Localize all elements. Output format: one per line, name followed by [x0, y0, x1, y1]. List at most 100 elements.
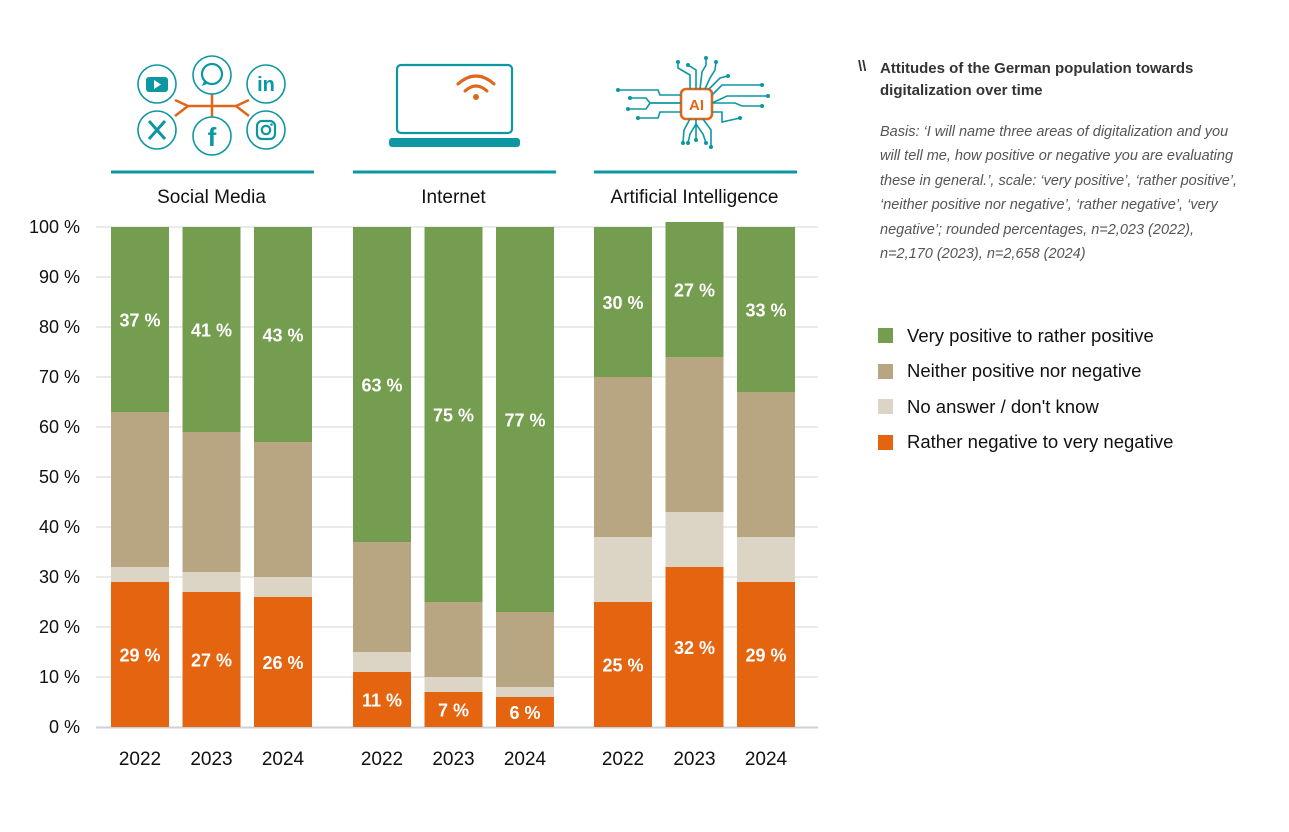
x-tick-label: 2022: [602, 749, 644, 770]
laptop-wifi-icon: [389, 63, 520, 147]
group-label: Artificial Intelligence: [611, 187, 779, 208]
x-tick-label: 2024: [504, 749, 547, 770]
data-label: 75 %: [433, 406, 474, 426]
x-tick-label: 2023: [432, 749, 474, 770]
legend-label: Very positive to rather positive: [907, 324, 1154, 346]
bar-segment-negative: [594, 602, 652, 727]
bar-segment-no-answer: [424, 677, 483, 692]
bar-segment-negative: [254, 597, 312, 727]
bar-segment-positive: [111, 227, 169, 412]
bar-segment-no-answer: [594, 537, 652, 602]
y-tick-label: 0 %: [49, 717, 80, 737]
y-tick-label: 60 %: [39, 417, 80, 437]
y-tick-label: 90 %: [39, 267, 80, 287]
bar-segment-negative: [424, 692, 483, 727]
legend-swatch: [878, 434, 893, 450]
x-tick-label: 2022: [119, 749, 161, 770]
legend-item-negative: Rather negative to very negative: [878, 425, 1173, 461]
y-tick-label: 20 %: [39, 617, 80, 637]
title-marker: \\: [858, 58, 867, 75]
legend-label: Neither positive nor negative: [907, 360, 1142, 382]
y-tick-label: 80 %: [39, 317, 80, 337]
bar-segment-neutral: [496, 612, 554, 687]
y-tick-label: 50 %: [39, 467, 80, 487]
svg-text:AI: AI: [689, 97, 704, 114]
legend-label: No answer / don't know: [907, 395, 1099, 417]
data-label: 77 %: [504, 411, 545, 431]
legend-item-no-answer: No answer / don't know: [878, 389, 1173, 425]
legend: Very positive to rather positive Neither …: [878, 318, 1173, 460]
bar-segment-neutral: [665, 357, 724, 512]
x-tick-label: 2023: [673, 749, 715, 770]
chart-description: \\ Attitudes of the German population to…: [858, 58, 1258, 266]
svg-text:f: f: [208, 122, 217, 152]
group-label: Internet: [421, 187, 486, 208]
legend-item-positive: Very positive to rather positive: [878, 318, 1173, 354]
y-tick-label: 30 %: [39, 567, 80, 587]
bar-segment-negative: [496, 697, 554, 727]
data-label: 25 %: [602, 656, 643, 676]
bar-segment-positive: [254, 227, 312, 442]
bar-segment-no-answer: [665, 512, 724, 567]
data-label: 6 %: [509, 703, 540, 723]
svg-text:in: in: [257, 74, 275, 96]
legend-swatch: [878, 328, 893, 344]
bar-segment-positive: [182, 227, 241, 432]
bar-segment-neutral: [353, 542, 411, 652]
bar-segment-negative: [182, 592, 241, 727]
bar-segment-neutral: [424, 602, 483, 677]
x-tick-label: 2023: [190, 749, 232, 770]
legend-swatch: [878, 399, 893, 415]
bar-segment-positive: [496, 227, 554, 612]
bar-segment-neutral: [111, 412, 169, 567]
data-label: 33 %: [745, 301, 786, 321]
data-label: 37 %: [119, 311, 160, 331]
bar-segment-negative: [353, 672, 411, 727]
data-label: 29 %: [745, 646, 786, 666]
bar-segment-no-answer: [111, 567, 169, 582]
data-label: 27 %: [674, 281, 715, 301]
stacked-bar-chart: 0 % 10 % 20 % 30 % 40 % 50 % 60 % 70 % 80 % 90 % 1…: [29, 55, 818, 770]
data-label: 30 %: [602, 293, 643, 313]
bar-segment-no-answer: [496, 687, 554, 697]
bar-segment-negative: [111, 582, 169, 727]
bar-segment-neutral: [254, 442, 312, 577]
ai-chip-icon: AI: [616, 56, 770, 149]
y-tick-label: 40 %: [39, 517, 80, 537]
bar-segment-no-answer: [353, 652, 411, 672]
y-tick-label: 100 %: [29, 217, 80, 237]
data-label: 7 %: [438, 701, 469, 721]
bar-segment-positive: [424, 227, 483, 602]
legend-swatch: [878, 363, 893, 379]
bar-segment-neutral: [182, 432, 241, 572]
bar-segment-positive: [665, 222, 724, 357]
social-media-icon: in f: [137, 55, 286, 156]
data-label: 11 %: [362, 691, 402, 711]
bar-segment-no-answer: [182, 572, 241, 592]
data-label: 27 %: [191, 651, 232, 671]
bar-segment-no-answer: [737, 537, 795, 582]
data-label: 63 %: [361, 376, 402, 396]
basis-note: Basis: ‘I will name three areas of digit…: [880, 124, 1238, 263]
bar-segment-neutral: [737, 392, 795, 537]
data-label: 41 %: [191, 321, 232, 341]
x-tick-label: 2022: [361, 749, 403, 770]
data-label: 29 %: [119, 646, 160, 666]
data-label: 26 %: [262, 653, 303, 673]
bar-segment-negative: [665, 567, 724, 727]
legend-label: Rather negative to very negative: [907, 431, 1174, 453]
x-tick-label: 2024: [262, 749, 305, 770]
x-tick-label: 2024: [745, 749, 788, 770]
chart-title: Attitudes of the German population towar…: [880, 60, 1194, 99]
y-tick-label: 70 %: [39, 367, 80, 387]
legend-item-neutral: Neither positive nor negative: [878, 354, 1173, 390]
bar-segment-no-answer: [254, 577, 312, 597]
group-label: Social Media: [157, 187, 266, 208]
bar-segment-neutral: [594, 377, 652, 537]
bar-segment-positive: [594, 227, 652, 377]
data-label: 43 %: [262, 326, 303, 346]
bar-segment-positive: [353, 227, 411, 542]
bar-segment-negative: [737, 582, 795, 727]
data-label: 32 %: [674, 638, 715, 658]
bar-segment-positive: [737, 227, 795, 392]
